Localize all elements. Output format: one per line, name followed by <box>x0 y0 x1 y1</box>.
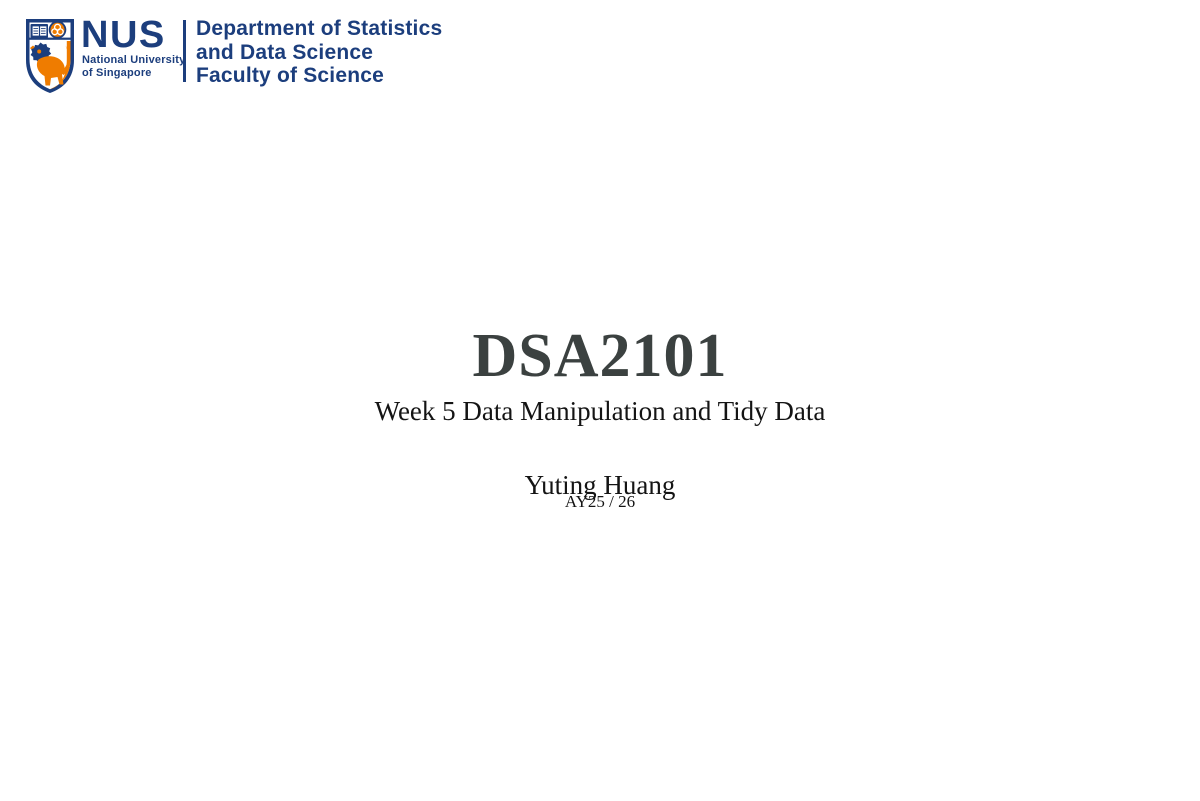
lecture-subtitle: Week 5 Data Manipulation and Tidy Data <box>374 396 826 426</box>
nus-subtext-line1: National University <box>82 54 186 66</box>
logo-divider <box>183 20 186 82</box>
academic-year: AY25 / 26 <box>564 492 636 511</box>
nus-wordmark-subtext: National University of Singapore <box>82 54 185 80</box>
department-line-3: Faculty of Science <box>196 64 384 87</box>
nus-logo-lockup: NUS National University of Singapore Dep… <box>0 0 460 110</box>
nus-wordmark: NUS <box>81 14 166 56</box>
nus-crest-icon <box>26 19 74 93</box>
department-line-2: and Data Science <box>196 40 374 64</box>
department-text: Department of Statistics and Data Scienc… <box>196 17 442 88</box>
nus-subtext-line2: of Singapore <box>82 67 152 79</box>
department-line-1: Department of Statistics <box>196 17 443 40</box>
author-name: Yuting Huang <box>524 470 676 500</box>
course-title: DSA2101 <box>472 321 728 390</box>
